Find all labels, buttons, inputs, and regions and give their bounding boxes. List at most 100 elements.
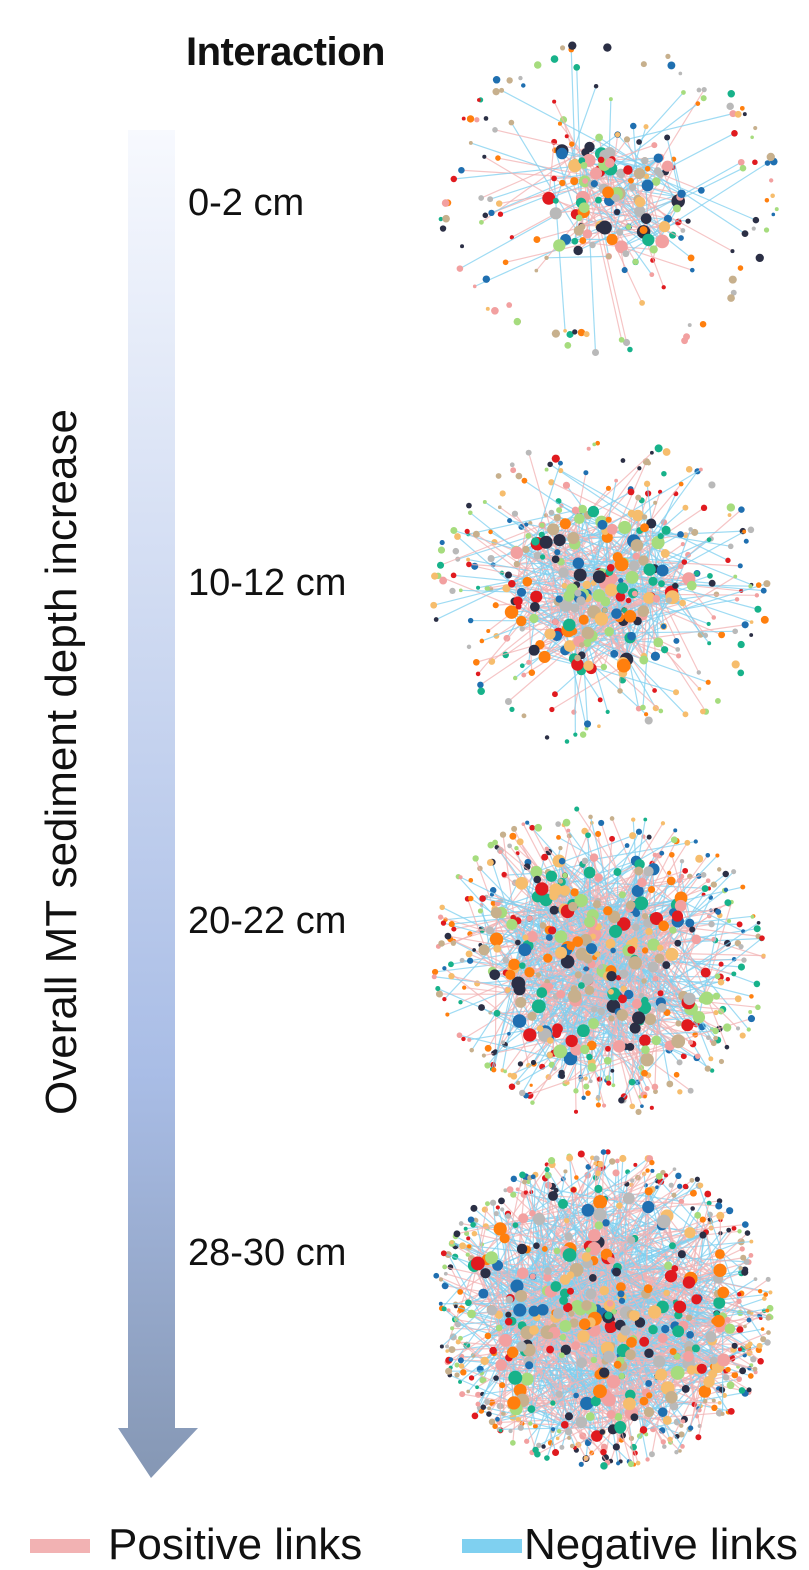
network-node bbox=[761, 954, 765, 958]
network-node bbox=[672, 583, 678, 589]
network-node bbox=[513, 596, 522, 605]
network-node bbox=[719, 1059, 724, 1064]
network-node bbox=[558, 846, 562, 850]
network-node bbox=[448, 1346, 455, 1353]
network-node bbox=[523, 1028, 536, 1041]
network-node bbox=[591, 1006, 598, 1013]
network-node bbox=[585, 985, 595, 995]
network-node bbox=[708, 921, 714, 927]
network-node bbox=[588, 815, 593, 820]
network-node bbox=[643, 818, 647, 822]
network-node bbox=[563, 819, 571, 827]
network-node bbox=[677, 190, 685, 198]
network-node bbox=[753, 217, 760, 224]
network-node bbox=[453, 548, 460, 555]
network-node bbox=[626, 571, 639, 584]
network-node bbox=[567, 532, 579, 544]
network-node bbox=[719, 962, 724, 967]
network-node bbox=[682, 505, 688, 511]
network-node bbox=[448, 961, 454, 967]
network-node bbox=[677, 531, 684, 538]
network-node bbox=[611, 608, 622, 619]
network-node bbox=[684, 840, 690, 846]
network-node bbox=[685, 218, 690, 223]
network-node bbox=[666, 1081, 673, 1088]
network-node bbox=[500, 490, 506, 496]
network-node bbox=[589, 1079, 593, 1083]
network-node bbox=[484, 1399, 490, 1405]
network-node bbox=[725, 1045, 730, 1050]
network-node bbox=[477, 98, 481, 102]
network-node bbox=[575, 971, 582, 978]
network-node bbox=[689, 926, 695, 932]
network-node bbox=[552, 1029, 561, 1038]
network-node bbox=[656, 1173, 663, 1180]
network-node bbox=[690, 1206, 695, 1211]
network-node bbox=[713, 1010, 718, 1015]
network-node bbox=[738, 641, 745, 648]
network-node bbox=[514, 318, 521, 325]
network-node bbox=[574, 655, 581, 662]
network-node bbox=[606, 939, 616, 949]
network-node bbox=[466, 950, 473, 957]
network-node bbox=[614, 209, 620, 215]
network-node bbox=[765, 160, 771, 166]
network-node bbox=[610, 1069, 614, 1073]
network-node bbox=[732, 1226, 737, 1231]
network-node bbox=[616, 229, 623, 236]
network-node bbox=[563, 590, 574, 601]
network-node bbox=[477, 682, 483, 688]
network-node bbox=[487, 196, 493, 202]
network-node bbox=[583, 470, 588, 475]
network-node bbox=[697, 88, 702, 93]
network-node bbox=[587, 447, 591, 451]
network-node bbox=[748, 1015, 755, 1022]
network-node bbox=[527, 916, 533, 922]
network-node bbox=[694, 839, 698, 843]
network-node bbox=[520, 663, 525, 668]
network-node bbox=[545, 847, 549, 851]
network-node bbox=[539, 651, 551, 663]
network-node bbox=[636, 139, 642, 145]
network-node bbox=[574, 590, 581, 597]
network-node bbox=[717, 867, 721, 871]
network-node bbox=[572, 936, 583, 947]
network-node bbox=[459, 1363, 465, 1369]
network-node bbox=[698, 687, 702, 691]
network-node bbox=[662, 161, 673, 172]
network-node bbox=[465, 529, 470, 534]
network-node bbox=[558, 122, 562, 126]
network-node bbox=[493, 945, 501, 953]
network-node bbox=[602, 187, 614, 199]
network-node bbox=[536, 972, 542, 978]
network-node bbox=[518, 76, 522, 80]
network-node bbox=[755, 1005, 761, 1011]
network-node bbox=[554, 514, 561, 521]
network-node bbox=[518, 1061, 523, 1066]
network-node bbox=[494, 1010, 501, 1017]
network-node bbox=[743, 112, 747, 116]
network-node bbox=[462, 985, 466, 989]
network-node bbox=[495, 155, 501, 161]
network-node bbox=[731, 130, 738, 137]
network-node bbox=[547, 1052, 553, 1058]
network-node bbox=[508, 1429, 512, 1433]
network-node bbox=[643, 866, 653, 876]
network-node bbox=[709, 580, 716, 587]
network-node bbox=[581, 162, 588, 169]
network-node bbox=[584, 966, 589, 971]
network-node bbox=[546, 871, 557, 882]
network-node bbox=[736, 1326, 743, 1333]
network-node bbox=[460, 244, 464, 248]
network-node bbox=[628, 178, 634, 184]
network-node bbox=[635, 197, 646, 208]
network-node bbox=[624, 136, 630, 142]
network-node bbox=[724, 888, 728, 892]
network-node bbox=[574, 1175, 579, 1180]
network-node bbox=[644, 1013, 656, 1025]
network-node bbox=[745, 1230, 751, 1236]
network-node bbox=[566, 829, 570, 833]
network-node bbox=[505, 572, 512, 579]
network-node bbox=[630, 123, 636, 129]
network-node bbox=[594, 873, 603, 882]
